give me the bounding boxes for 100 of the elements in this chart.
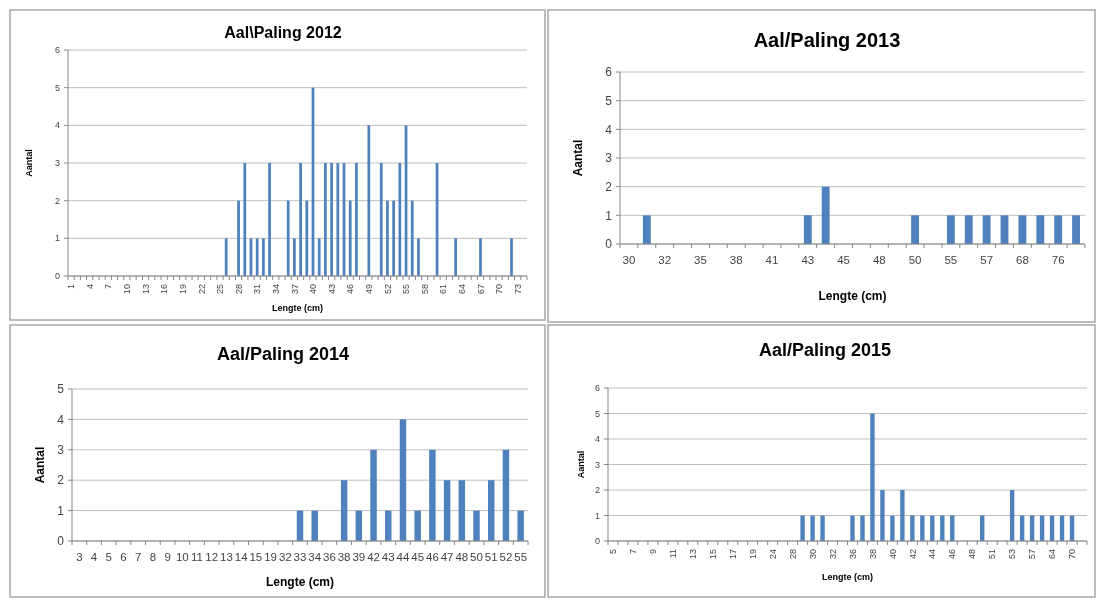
x-tick-label: 58 bbox=[419, 284, 430, 295]
x-tick-label: 43 bbox=[326, 284, 337, 295]
y-tick-label: 1 bbox=[54, 233, 60, 244]
bar bbox=[336, 163, 340, 276]
chart-title: Aal\Paling 2012 bbox=[224, 24, 342, 41]
x-tick-label: 38 bbox=[729, 254, 743, 266]
x-tick-label: 47 bbox=[440, 551, 454, 563]
bar bbox=[348, 200, 352, 276]
bar bbox=[810, 515, 815, 541]
x-tick-label: 28 bbox=[787, 549, 798, 560]
y-tick-label: 1 bbox=[605, 208, 613, 223]
bar bbox=[268, 163, 271, 276]
y-axis-title: Aantal bbox=[33, 446, 47, 484]
bar bbox=[414, 510, 421, 541]
x-tick-label: 43 bbox=[381, 551, 395, 563]
x-tick-label: 7 bbox=[134, 551, 142, 563]
y-tick-label: 3 bbox=[54, 158, 60, 169]
y-tick-label: 4 bbox=[605, 122, 613, 137]
x-tick-label: 30 bbox=[622, 254, 636, 266]
bar bbox=[255, 238, 259, 276]
x-tick-label: 32 bbox=[658, 254, 672, 266]
y-tick-label: 5 bbox=[54, 82, 60, 93]
x-tick-label: 55 bbox=[401, 284, 412, 295]
x-tick-label: 57 bbox=[1027, 549, 1038, 560]
x-tick-label: 36 bbox=[323, 551, 336, 563]
x-tick-label: 45 bbox=[837, 254, 850, 266]
bar bbox=[410, 200, 414, 276]
bar bbox=[417, 238, 420, 276]
y-tick-label: 4 bbox=[594, 434, 600, 445]
x-tick-label: 55 bbox=[944, 254, 958, 266]
x-tick-label: 61 bbox=[438, 284, 449, 295]
bar bbox=[340, 480, 348, 541]
x-tick-label: 36 bbox=[847, 549, 858, 560]
x-tick-label: 32 bbox=[827, 549, 838, 560]
x-tick-label: 40 bbox=[308, 284, 319, 295]
x-tick-label: 10 bbox=[122, 284, 133, 295]
y-tick-label: 0 bbox=[57, 534, 65, 549]
x-tick-label: 4 bbox=[90, 551, 98, 563]
x-tick-label: 17 bbox=[727, 549, 738, 560]
bar bbox=[305, 200, 309, 276]
x-tick-label: 44 bbox=[927, 549, 938, 560]
x-tick-label: 41 bbox=[765, 254, 779, 266]
bar bbox=[920, 515, 925, 541]
x-tick-label: 28 bbox=[233, 284, 244, 295]
x-tick-label: 12 bbox=[205, 551, 219, 563]
x-tick-label: 19 bbox=[747, 549, 758, 560]
bar bbox=[379, 163, 383, 276]
y-tick-label: 6 bbox=[605, 65, 613, 80]
x-tick-label: 32 bbox=[278, 551, 292, 563]
bar bbox=[443, 480, 451, 541]
x-axis-title: Lengte (cm) bbox=[818, 289, 887, 303]
x-tick-label: 33 bbox=[293, 551, 307, 563]
x-tick-label: 46 bbox=[425, 551, 439, 563]
bar bbox=[910, 515, 915, 541]
x-tick-label: 10 bbox=[175, 551, 189, 563]
bar bbox=[502, 449, 510, 541]
x-tick-label: 55 bbox=[514, 551, 528, 563]
bar bbox=[399, 419, 407, 541]
bar bbox=[286, 200, 290, 276]
bar bbox=[479, 238, 482, 276]
bar bbox=[930, 515, 935, 541]
bar bbox=[237, 200, 240, 276]
bar bbox=[890, 515, 895, 541]
x-tick-label: 38 bbox=[867, 549, 878, 560]
x-tick-label: 48 bbox=[872, 254, 886, 266]
y-tick-label: 2 bbox=[54, 195, 60, 206]
x-tick-label: 15 bbox=[249, 551, 263, 563]
x-tick-label: 16 bbox=[159, 284, 170, 295]
y-tick-label: 6 bbox=[594, 383, 600, 394]
bar bbox=[860, 515, 865, 541]
y-tick-label: 4 bbox=[57, 412, 65, 427]
x-tick-label: 6 bbox=[120, 551, 127, 563]
bar bbox=[367, 125, 371, 276]
x-tick-label: 52 bbox=[499, 551, 513, 563]
x-tick-label: 8 bbox=[149, 551, 157, 563]
x-tick-label: 24 bbox=[767, 549, 778, 560]
y-tick-label: 0 bbox=[594, 536, 600, 547]
bar bbox=[293, 238, 296, 276]
x-tick-label: 22 bbox=[196, 284, 207, 295]
y-tick-label: 6 bbox=[54, 45, 60, 56]
bar bbox=[262, 238, 265, 276]
x-tick-label: 42 bbox=[907, 549, 918, 560]
x-tick-label: 51 bbox=[987, 549, 998, 560]
x-tick-label: 42 bbox=[367, 551, 380, 563]
x-tick-label: 37 bbox=[289, 284, 300, 295]
y-tick-label: 1 bbox=[594, 510, 600, 521]
x-tick-label: 5 bbox=[105, 551, 112, 563]
x-tick-label: 14 bbox=[234, 551, 249, 563]
y-tick-label: 3 bbox=[605, 151, 613, 166]
x-tick-label: 19 bbox=[264, 551, 277, 563]
bar bbox=[429, 449, 436, 541]
y-axis-title: Aantal bbox=[24, 149, 34, 177]
y-tick-label: 2 bbox=[57, 473, 65, 488]
x-tick-label: 50 bbox=[908, 254, 922, 266]
x-tick-label: 11 bbox=[668, 549, 679, 559]
x-tick-label: 51 bbox=[484, 551, 498, 563]
x-tick-label: 49 bbox=[363, 284, 374, 295]
bar bbox=[299, 163, 302, 276]
x-tick-label: 68 bbox=[1016, 254, 1029, 266]
bar bbox=[243, 163, 247, 276]
